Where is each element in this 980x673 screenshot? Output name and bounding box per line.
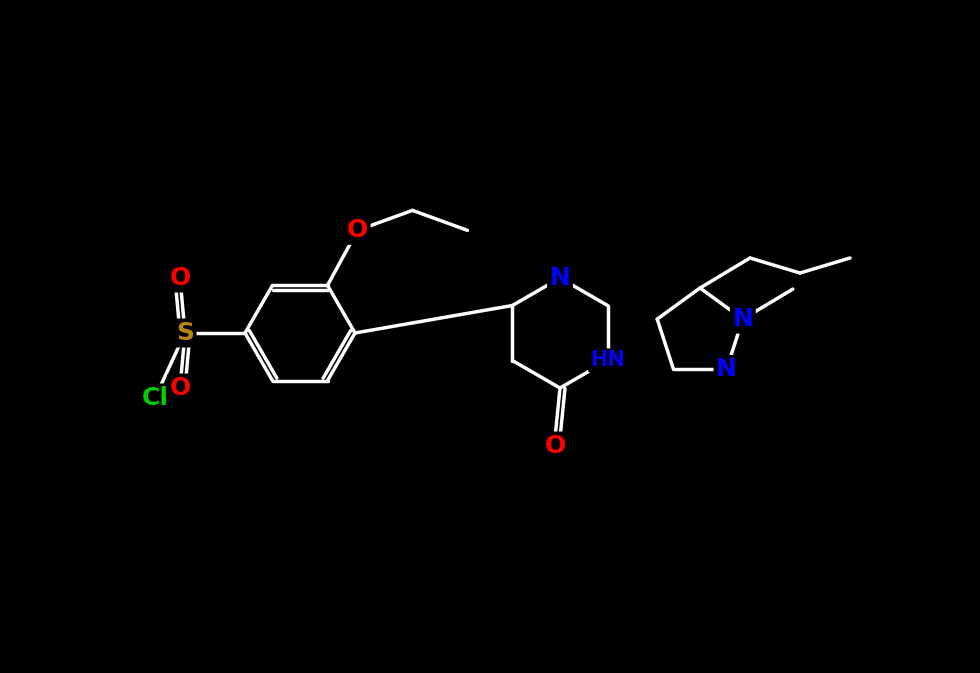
Text: O: O <box>544 434 565 458</box>
Text: O: O <box>347 218 368 242</box>
Text: N: N <box>550 266 570 290</box>
Text: O: O <box>170 376 191 400</box>
Text: O: O <box>170 266 191 290</box>
Text: N: N <box>732 307 754 331</box>
Text: HN: HN <box>590 351 625 371</box>
Text: Cl: Cl <box>141 386 169 410</box>
Text: S: S <box>176 321 194 345</box>
Text: N: N <box>716 357 737 382</box>
